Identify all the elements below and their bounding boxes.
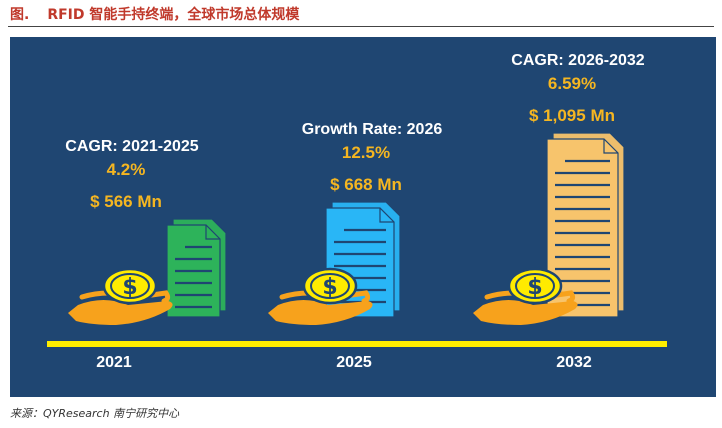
figure-title-text: RFID 智能手持终端，全球市场总体规模 (47, 7, 300, 23)
market-size-chart: $ $ 566 Mn 4.2% CAGR: 2021-2025 2021 $ $ 668 M… (47, 52, 667, 371)
dollar-coin-ring (110, 273, 150, 299)
rate-label-2021: 4.2% (107, 160, 146, 179)
hand-icon (268, 300, 373, 325)
rate-label-2025: 12.5% (342, 143, 390, 162)
annotation-label-2032: CAGR: 2026-2032 (511, 52, 645, 69)
category-label-2032: 2032 (556, 354, 592, 371)
dollar-coin-ring (515, 273, 555, 299)
rate-label-2032: 6.59% (548, 74, 596, 93)
figure-number: 图. (10, 7, 30, 23)
hand-icon (473, 300, 578, 325)
axis-bar (47, 341, 667, 347)
annotation-label-2025: Growth Rate: 2026 (302, 121, 443, 138)
chart-panel: $ $ 566 Mn 4.2% CAGR: 2021-2025 2021 $ $ 668 M… (10, 37, 716, 397)
dollar-sign-icon: $ (322, 275, 337, 300)
document-fold-2021 (205, 225, 220, 240)
document-fold-2032 (603, 139, 618, 154)
dollar-coin-ring (310, 273, 350, 299)
category-label-2025: 2025 (336, 354, 372, 371)
value-label-2032: $ 1,095 Mn (529, 106, 615, 125)
annotation-label-2021: CAGR: 2021-2025 (65, 138, 199, 155)
category-label-2021: 2021 (96, 354, 132, 371)
title-rule (8, 26, 714, 27)
figure-title: 图. RFID 智能手持终端，全球市场总体规模 (10, 4, 299, 24)
dollar-sign-icon: $ (527, 275, 542, 300)
value-label-2021: $ 566 Mn (90, 192, 162, 211)
dollar-sign-icon: $ (122, 275, 137, 300)
hand-icon (68, 300, 173, 325)
source-note: 来源：QYResearch 南宁研究中心 (10, 407, 180, 420)
value-label-2025: $ 668 Mn (330, 175, 402, 194)
document-fold-2025 (379, 208, 394, 223)
